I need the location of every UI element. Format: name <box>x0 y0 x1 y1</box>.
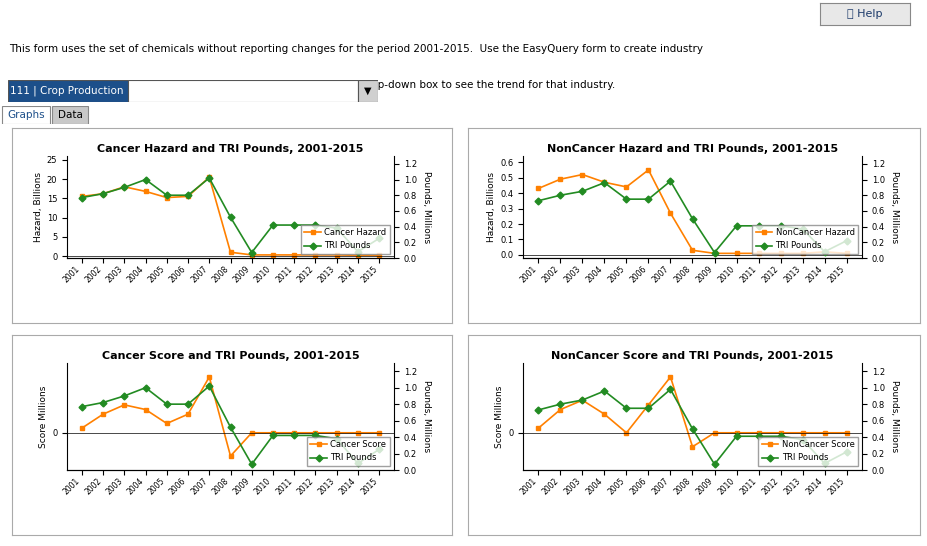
Bar <box>52 106 88 124</box>
Y-axis label: Pounds, Millions: Pounds, Millions <box>422 171 430 243</box>
Y-axis label: Pounds, Millions: Pounds, Millions <box>889 171 898 243</box>
Bar <box>128 80 358 102</box>
Bar <box>2 106 50 124</box>
Legend: NonCancer Hazard, TRI Pounds: NonCancer Hazard, TRI Pounds <box>752 225 857 254</box>
Title: NonCancer Hazard and TRI Pounds, 2001-2015: NonCancer Hazard and TRI Pounds, 2001-20… <box>546 144 837 154</box>
Y-axis label: Pounds, Millions: Pounds, Millions <box>422 381 430 453</box>
Title: Cancer Score and TRI Pounds, 2001-2015: Cancer Score and TRI Pounds, 2001-2015 <box>102 351 359 361</box>
Bar <box>8 80 128 102</box>
Title: Cancer Hazard and TRI Pounds, 2001-2015: Cancer Hazard and TRI Pounds, 2001-2015 <box>97 144 363 154</box>
Y-axis label: Hazard, Billions: Hazard, Billions <box>487 172 495 242</box>
Y-axis label: Score Millions: Score Millions <box>494 385 503 448</box>
Text: trends for other time periods. Select a 3-digit NAICS code from the drop-down bo: trends for other time periods. Select a … <box>9 80 615 90</box>
Text: 111 | Crop Production: 111 | Crop Production <box>10 86 123 96</box>
Y-axis label: Pounds, Millions: Pounds, Millions <box>889 381 898 453</box>
Legend: Cancer Hazard, TRI Pounds: Cancer Hazard, TRI Pounds <box>300 225 389 254</box>
Text: Data: Data <box>57 110 83 120</box>
Legend: NonCancer Score, TRI Pounds: NonCancer Score, TRI Pounds <box>757 437 857 466</box>
Y-axis label: Hazard, Billions: Hazard, Billions <box>33 172 43 242</box>
Text: ⓘ Help: ⓘ Help <box>846 9 882 19</box>
Text: RSEI Industry Trend 2001-2015: RSEI Industry Trend 2001-2015 <box>9 7 275 21</box>
Text: Graphs: Graphs <box>7 110 44 120</box>
Title: NonCancer Score and TRI Pounds, 2001-2015: NonCancer Score and TRI Pounds, 2001-201… <box>551 351 832 361</box>
Legend: Cancer Score, TRI Pounds: Cancer Score, TRI Pounds <box>307 437 389 466</box>
Text: ▼: ▼ <box>364 86 372 96</box>
Y-axis label: Score Millions: Score Millions <box>39 385 48 448</box>
Bar <box>358 80 377 102</box>
Text: This form uses the set of chemicals without reporting changes for the period 200: This form uses the set of chemicals with… <box>9 44 703 54</box>
